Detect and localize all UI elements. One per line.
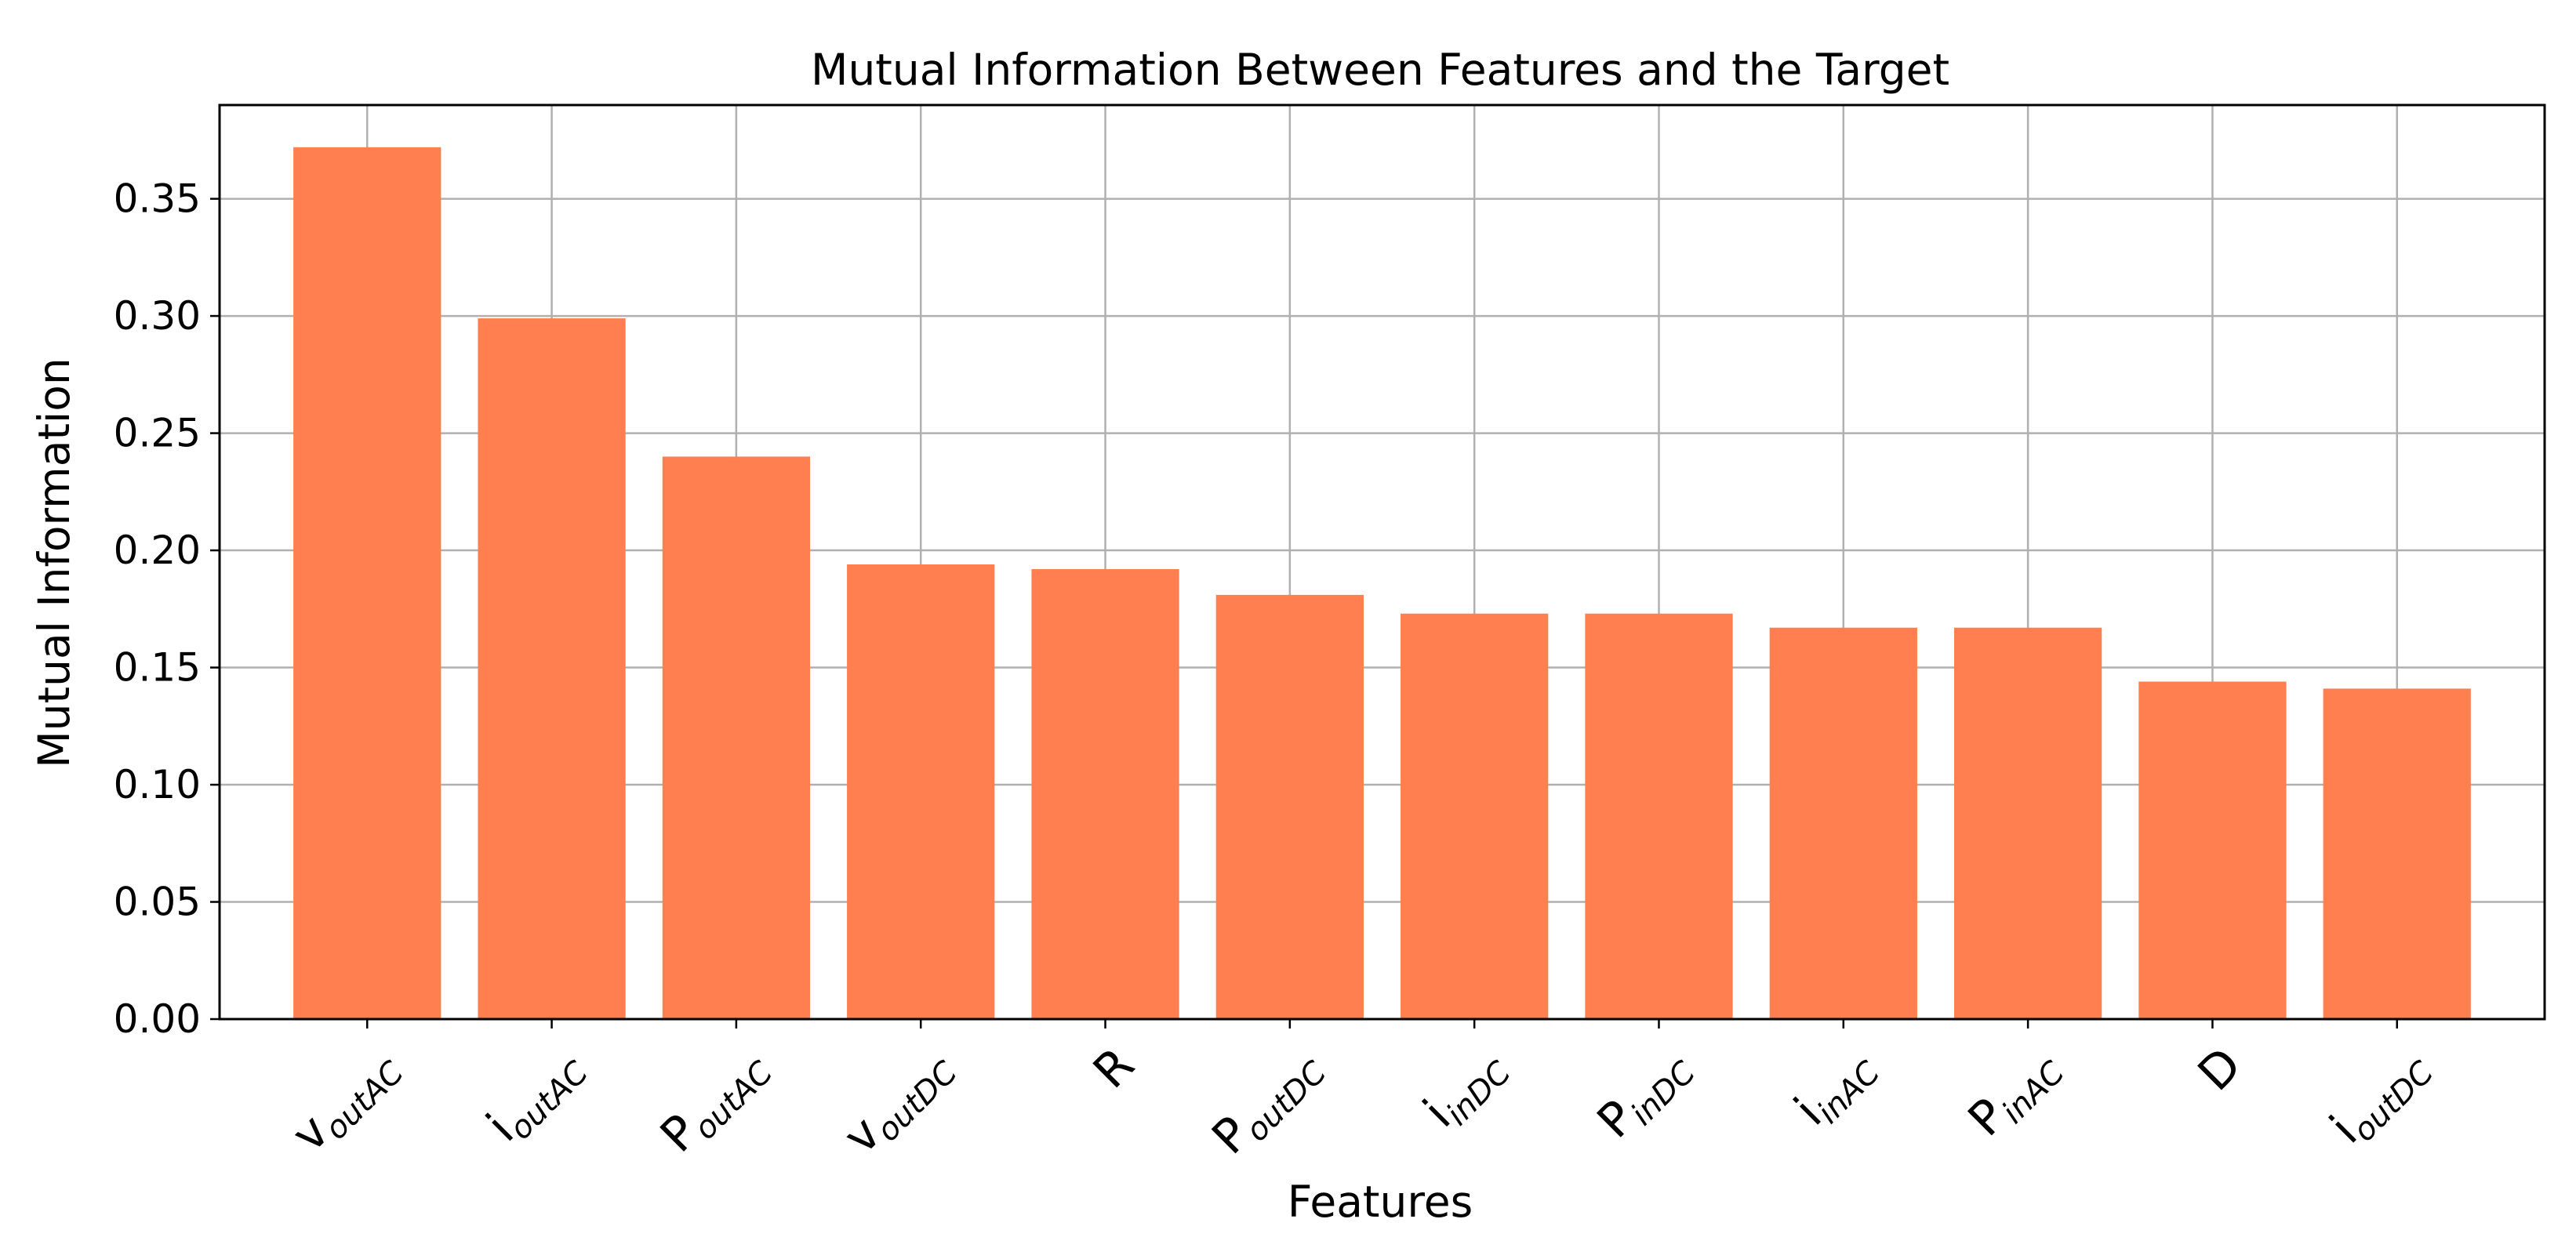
x-tick-label: R [1083,1037,1145,1099]
x-tick-main: D [2188,1037,2252,1101]
x-tick-label: ioutAC [476,1037,595,1156]
x-tick-label: PoutAC [650,1037,780,1167]
y-tick-label: 0.35 [114,176,201,222]
bar [1769,627,1917,1019]
bar [2323,688,2471,1019]
plot-frame [218,103,2546,1021]
bar [293,147,441,1019]
x-tick-main: R [1083,1037,1145,1099]
x-tick-label: voutDC [833,1037,964,1168]
bar [1401,613,1549,1019]
x-tick-label: ioutDC [2320,1037,2440,1158]
x-tick-subscript: outAC [687,1054,779,1147]
x-axis-label: Features [1288,1177,1473,1227]
y-axis-ticks: 0.00 0.05 0.10 0.15 0.20 0.25 0.30 0.35 [114,176,220,1042]
y-tick-label: 0.10 [114,762,201,807]
y-tick-label: 0.15 [114,645,201,691]
x-tick-label: PoutDC [1202,1037,1334,1169]
y-tick-label: 0.30 [114,293,201,339]
bar [1953,627,2102,1019]
x-tick-subscript: outAC [318,1054,411,1147]
x-tick-label: PinDC [1587,1037,1702,1152]
x-tick-label: PinAC [1958,1037,2072,1151]
chart-title: Mutual Information Between Features and … [811,45,1949,95]
x-tick-subscript: outDC [1239,1054,1333,1148]
bar [1585,613,1733,1019]
x-tick-subscript: outAC [503,1054,595,1147]
bar [478,318,626,1020]
x-tick-label: voutAC [282,1037,411,1166]
y-tick-label: 0.20 [114,528,201,573]
y-tick-label: 0.25 [114,411,201,456]
y-tick-label: 0.05 [114,880,201,925]
x-tick-label: iinAC [1784,1037,1887,1140]
bar [2138,681,2287,1019]
x-tick-subscript: outDC [870,1054,964,1148]
bars [293,147,2471,1020]
x-tick-label: iinDC [1413,1037,1518,1142]
bar [662,456,811,1019]
bar [847,564,995,1019]
x-tick-subscript: outDC [2346,1054,2440,1148]
x-axis-ticks: voutAC ioutAC PoutAC voutDC R PoutDC iinDC PinD… [282,1019,2440,1169]
x-tick-label: D [2188,1037,2252,1101]
y-axis-label: Mutual Information [29,357,79,768]
y-tick-label: 0.00 [114,996,201,1042]
bar [1031,568,1179,1019]
bar [1215,594,1364,1019]
